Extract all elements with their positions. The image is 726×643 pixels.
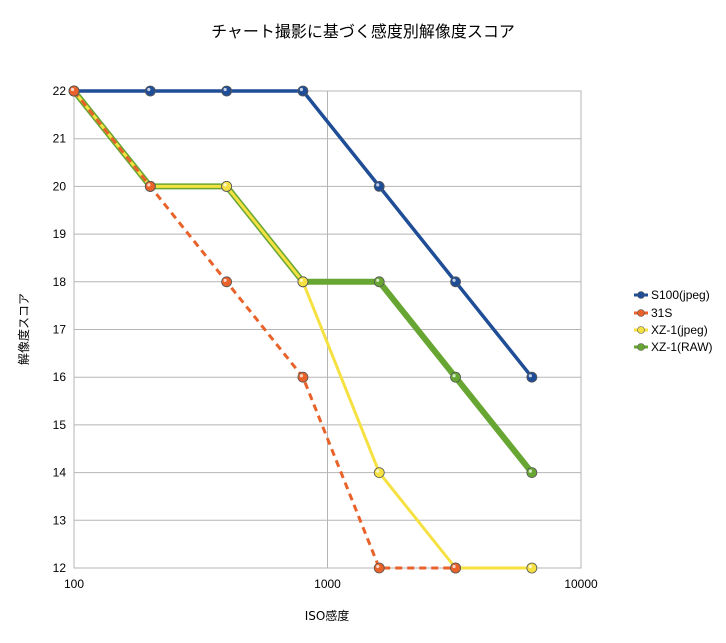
y-tick-label: 16 bbox=[53, 370, 67, 384]
y-tick-label: 14 bbox=[53, 466, 67, 480]
x-tick-label: 100 bbox=[64, 577, 84, 591]
data-point bbox=[221, 276, 233, 288]
y-tick-label: 13 bbox=[53, 513, 67, 527]
x-tick-label: 10000 bbox=[564, 577, 598, 591]
y-tick-label: 18 bbox=[53, 275, 67, 289]
y-tick-label: 17 bbox=[53, 323, 67, 337]
data-point-highlight bbox=[376, 278, 380, 282]
data-point bbox=[373, 276, 385, 288]
data-point-highlight bbox=[299, 374, 304, 378]
data-point-highlight bbox=[528, 469, 532, 473]
legend-swatch-marker bbox=[637, 326, 645, 334]
data-point-highlight bbox=[223, 183, 227, 187]
data-point-highlight bbox=[147, 183, 151, 187]
y-axis-label: 解像度スコア bbox=[16, 293, 31, 365]
y-tick-label: 21 bbox=[53, 132, 67, 146]
data-point-highlight bbox=[376, 183, 380, 187]
data-point-highlight bbox=[528, 564, 532, 569]
y-tick-label: 22 bbox=[53, 84, 67, 98]
x-tick-label: 1000 bbox=[314, 577, 341, 591]
data-point bbox=[450, 276, 461, 288]
data-point-highlight bbox=[452, 278, 456, 282]
legend-label: S100(jpeg) bbox=[651, 288, 710, 302]
y-tick-label: 15 bbox=[53, 418, 67, 432]
legend-label: XZ-1(jpeg) bbox=[651, 323, 708, 337]
data-point bbox=[450, 562, 461, 574]
y-tick-label: 20 bbox=[53, 179, 67, 193]
legend-swatch-marker bbox=[637, 309, 645, 317]
data-point bbox=[144, 180, 156, 192]
legend-swatch-marker bbox=[637, 291, 645, 299]
data-point-highlight bbox=[452, 374, 456, 378]
data-point-highlight bbox=[223, 278, 227, 282]
grid-lines bbox=[73, 90, 582, 569]
y-tick-label: 12 bbox=[53, 561, 67, 575]
data-point bbox=[68, 85, 80, 97]
legend: S100(jpeg) 31S XZ-1(jpeg) XZ-1(RAW) bbox=[634, 288, 713, 354]
chart-title: チャート撮影に基づく感度別解像度スコア bbox=[211, 22, 515, 41]
data-point bbox=[297, 85, 309, 97]
data-point bbox=[221, 85, 233, 97]
x-axis-ticks: 100 1000 10000 bbox=[64, 577, 598, 591]
series-line-1 bbox=[72, 90, 456, 570]
legend-label: XZ-1(RAW) bbox=[651, 340, 713, 354]
data-point-highlight bbox=[376, 564, 380, 569]
legend-swatch-marker bbox=[637, 343, 645, 351]
y-axis-ticks: 12 13 14 15 16 17 18 19 20 21 22 bbox=[53, 84, 67, 575]
data-point bbox=[526, 467, 538, 479]
data-point bbox=[221, 180, 233, 192]
data-point bbox=[450, 371, 461, 383]
data-point-highlight bbox=[299, 278, 304, 282]
data-point-highlight bbox=[223, 87, 227, 92]
y-tick-label: 19 bbox=[53, 227, 67, 241]
legend-label: 31S bbox=[651, 306, 672, 320]
data-point bbox=[144, 85, 156, 97]
data-point bbox=[526, 371, 538, 383]
data-point-highlight bbox=[452, 564, 456, 569]
data-point-highlight bbox=[528, 374, 532, 378]
data-point bbox=[373, 562, 385, 574]
x-axis-label: ISO感度 bbox=[305, 608, 350, 623]
data-point bbox=[297, 371, 309, 383]
data-point bbox=[526, 562, 538, 574]
series-group bbox=[68, 85, 538, 574]
data-point-highlight bbox=[70, 87, 75, 92]
data-point bbox=[373, 467, 385, 479]
data-point-highlight bbox=[299, 87, 304, 92]
data-point bbox=[373, 180, 385, 192]
data-point-highlight bbox=[376, 469, 380, 473]
data-point bbox=[297, 276, 309, 288]
data-point-highlight bbox=[147, 87, 151, 92]
